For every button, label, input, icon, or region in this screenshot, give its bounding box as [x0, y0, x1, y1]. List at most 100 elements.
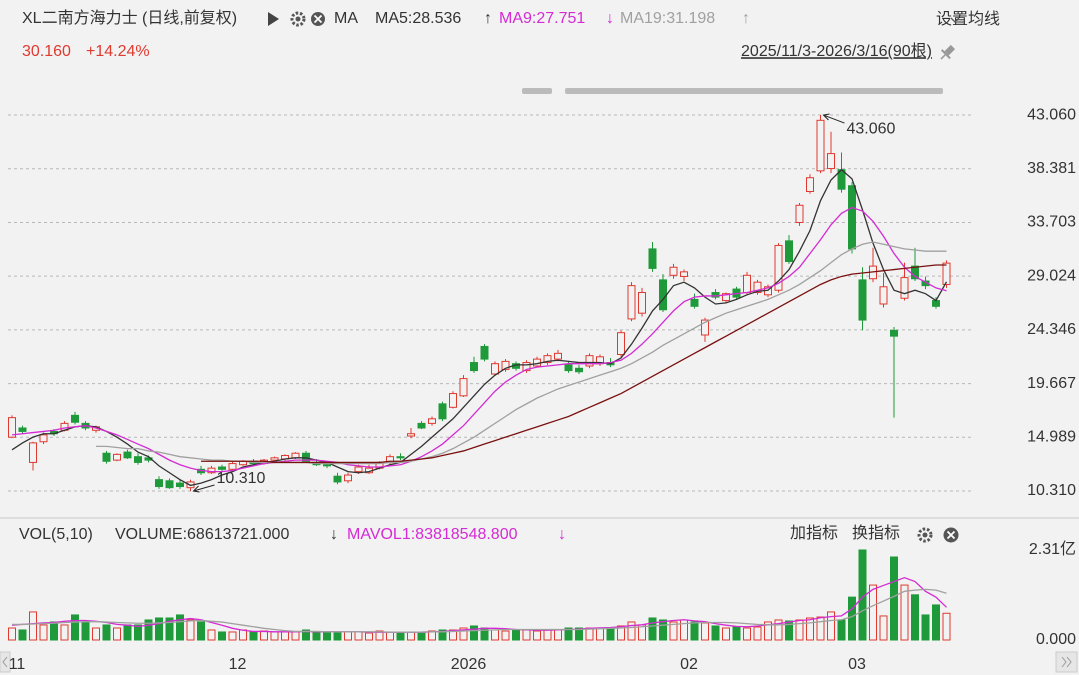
x-tick-label: 03 [848, 656, 866, 673]
y-tick-label: 0.000 [1036, 631, 1076, 648]
date-range[interactable]: 2025/11/3-2026/3/16(90根) [741, 42, 932, 60]
volume-bar [722, 627, 730, 641]
volume-bar [890, 556, 898, 641]
stock-title: XL二南方海力士 (日线,前复权) [22, 9, 237, 27]
volume-bar [144, 619, 153, 641]
candle-body [228, 463, 237, 470]
volume-bar [459, 627, 468, 641]
scroll-right[interactable] [1055, 651, 1078, 673]
play-icon[interactable] [268, 12, 279, 26]
annotation-arrow [823, 114, 845, 124]
candle-body [396, 456, 405, 459]
volume-bar [323, 632, 331, 641]
volume-bar [396, 632, 405, 641]
scroll-left[interactable] [0, 651, 11, 673]
candle-body [753, 281, 762, 294]
candle-body [617, 332, 625, 356]
y-tick-label: 19.667 [1027, 375, 1076, 392]
x-tick-label: 02 [680, 656, 698, 673]
candle-body [932, 300, 940, 307]
candle-body [858, 279, 867, 321]
volume-bar [869, 584, 877, 641]
legend-arrow: ↓ [606, 10, 614, 27]
legend-entry: MAVOL1:83818548.800 [347, 526, 518, 543]
volume-bar [18, 629, 27, 641]
volume-bar [533, 630, 541, 641]
volume-bar [501, 630, 510, 641]
volume-bar [701, 622, 709, 641]
volume-value: VOLUME:68613721.000 [115, 526, 289, 543]
candle-body [543, 355, 552, 364]
volume-bar [302, 629, 310, 641]
candle-body [459, 378, 468, 397]
annotation-label: 10.310 [217, 470, 266, 487]
volume-arrow: ↓ [330, 526, 338, 543]
candle-body [113, 453, 121, 461]
candle-body [407, 433, 415, 437]
volume-bar [291, 631, 300, 641]
switch-indicator[interactable]: 换指标 [852, 524, 900, 542]
volume-bar [564, 627, 573, 641]
volume-bar [375, 630, 384, 641]
volume-bar [575, 627, 583, 641]
candle-body [522, 362, 531, 372]
volume-bar [8, 627, 16, 641]
volume-bar [753, 626, 762, 641]
candle-body [554, 352, 562, 360]
close-icon[interactable] [943, 527, 959, 543]
volume-bar [617, 625, 625, 641]
volume-bar [711, 625, 720, 641]
ma-line [12, 588, 947, 633]
x-tick-label: 11 [9, 656, 26, 673]
volume-bar [71, 614, 79, 641]
candle-body [711, 292, 720, 298]
candle-body [270, 457, 279, 461]
volume-bar [732, 626, 741, 641]
close-icon[interactable] [311, 12, 325, 26]
volume-bar [102, 624, 111, 641]
annotation-arrowhead [192, 485, 200, 493]
candle-body [71, 414, 79, 423]
gear-icon[interactable] [917, 527, 933, 543]
volume-bar [669, 621, 678, 641]
volume-bar [92, 627, 100, 641]
y-tick-label: 43.060 [1027, 106, 1076, 123]
y-tick-label: 29.024 [1027, 267, 1076, 284]
candle-body [638, 292, 646, 314]
candle-body [29, 442, 37, 463]
price-change: +14.24% [86, 43, 150, 60]
ma-settings[interactable]: 设置均线 [936, 10, 1000, 28]
volume-bar [197, 621, 205, 641]
gear-icon[interactable] [290, 11, 306, 27]
volume-bar [606, 628, 615, 641]
volume-bar [648, 617, 657, 641]
y-tick-label: 33.703 [1027, 214, 1076, 231]
dropdown-chevron[interactable] [950, 17, 960, 23]
volume-bar [827, 611, 835, 641]
x-tick-label: 12 [229, 656, 247, 673]
volume-bar [449, 629, 457, 641]
add-indicator[interactable]: 加指标 [790, 524, 838, 542]
volume-bar [438, 629, 447, 641]
candle-body [701, 319, 709, 336]
candle-body [911, 265, 919, 280]
volume-bar [281, 631, 289, 641]
legend-arrow: ↑ [484, 10, 492, 27]
volume-bar [470, 625, 478, 641]
volume-bar [365, 632, 373, 641]
y-tick-label: 2.31亿 [1029, 540, 1076, 558]
volume-bar [774, 619, 783, 641]
candle-body [648, 248, 657, 269]
candle-body [491, 363, 499, 375]
candle-body [827, 153, 835, 170]
event-markers [522, 88, 943, 94]
candle-body [333, 475, 342, 483]
candle-body [942, 262, 951, 285]
legend-entry: MA9:27.751 [499, 10, 585, 27]
pin-icon[interactable] [937, 43, 958, 64]
ma-line [201, 264, 947, 464]
candle-body [291, 452, 300, 459]
candle-body [428, 418, 436, 424]
candle-body [890, 329, 898, 337]
